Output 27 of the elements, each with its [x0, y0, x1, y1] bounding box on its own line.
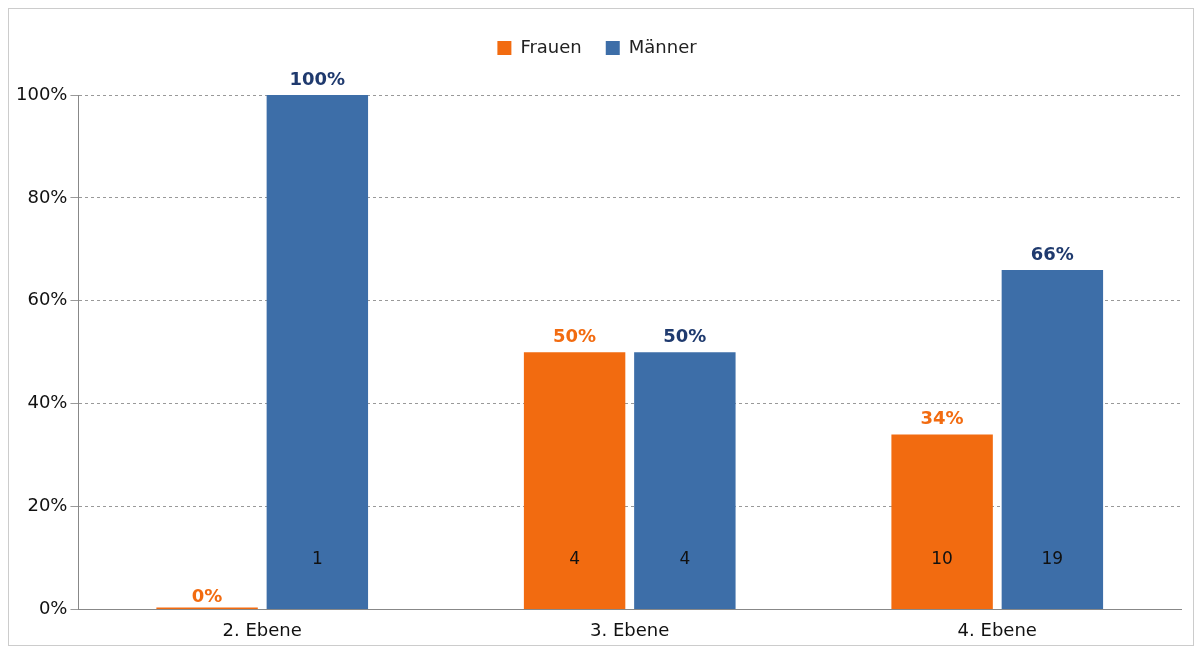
legend-label: Männer [628, 35, 698, 57]
bar [1001, 269, 1104, 609]
data-label: 0% [191, 585, 223, 607]
bar [891, 434, 993, 609]
annotation: 4 [569, 547, 581, 568]
y-tick-label: 60% [27, 288, 68, 310]
x-tick-label: 4. Ebene [957, 618, 1037, 640]
y-tick-label: 80% [27, 185, 68, 207]
annotation: 10 [931, 547, 953, 568]
y-tick-label: 20% [27, 494, 68, 516]
data-label: 100% [289, 67, 346, 89]
bar [634, 352, 736, 609]
y-tick-label: 0% [38, 597, 68, 619]
annotation: 4 [679, 547, 691, 568]
annotation: 19 [1041, 547, 1064, 568]
data-label: 50% [663, 324, 707, 346]
legend-label: Frauen [520, 35, 582, 57]
data-label: 66% [1030, 242, 1074, 264]
x-tick-label: 3. Ebene [590, 618, 670, 640]
x-tick-label: 2. Ebene [222, 618, 302, 640]
y-tick-label: 100% [15, 82, 68, 104]
bar [266, 95, 369, 609]
data-label: 34% [920, 407, 964, 429]
annotation: 1 [311, 547, 323, 568]
data-label: 50% [553, 324, 597, 346]
bar [523, 352, 626, 609]
y-tick-label: 40% [27, 391, 68, 413]
